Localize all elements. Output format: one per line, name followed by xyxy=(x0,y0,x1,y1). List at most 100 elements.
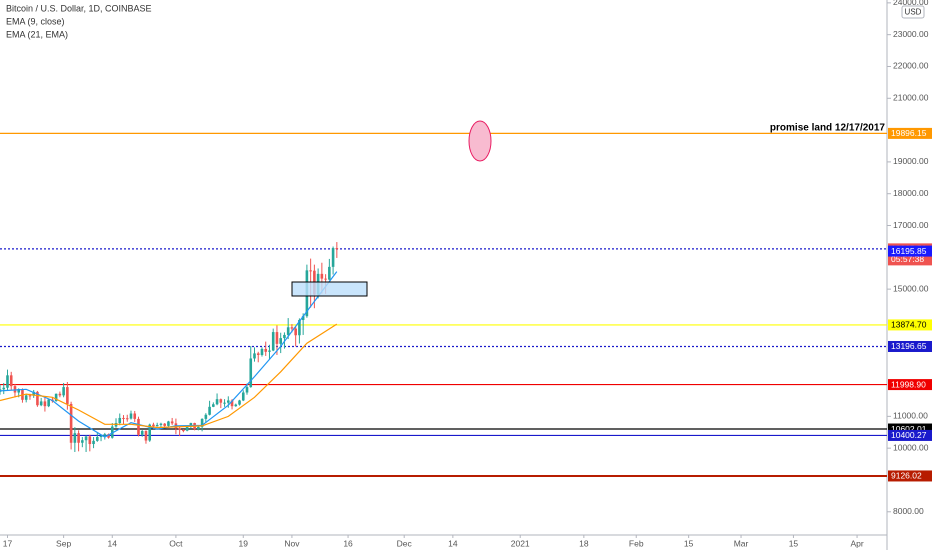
x-tick-label: 15 xyxy=(789,538,799,548)
x-tick-label: Sep xyxy=(56,538,71,548)
candle-body xyxy=(271,332,275,351)
price-label: 13874.70 xyxy=(891,320,927,330)
candle-body xyxy=(290,327,294,329)
candle-body xyxy=(9,375,13,387)
candle-body xyxy=(129,413,133,419)
candle-body xyxy=(137,418,140,435)
legend-entry: EMA (21, EMA) xyxy=(6,29,68,39)
candle-body xyxy=(152,424,155,427)
price-label-bg xyxy=(888,340,932,352)
x-tick-label: 17 xyxy=(3,538,13,548)
candle-body xyxy=(167,421,170,426)
candle-body xyxy=(204,414,208,419)
candle-body xyxy=(245,387,249,393)
price-label: 10602.01 xyxy=(891,424,927,434)
annotation: promise land 12/17/2017 xyxy=(770,123,886,134)
candle-body xyxy=(324,278,327,280)
candle-body xyxy=(200,418,204,427)
candle-body xyxy=(17,389,21,393)
x-tick-label: 14 xyxy=(448,538,458,548)
candle-body xyxy=(118,417,122,424)
x-tick-label: Apr xyxy=(850,538,863,548)
y-tick-label: 22000.00 xyxy=(893,61,929,71)
countdown-bg xyxy=(888,254,932,266)
candle-body xyxy=(99,435,103,438)
y-tick-label: 10000.00 xyxy=(893,442,929,452)
candle-body xyxy=(62,387,65,396)
x-tick-label: 18 xyxy=(579,538,589,548)
candle-body xyxy=(328,266,331,280)
candle-body xyxy=(264,348,268,352)
candle-body xyxy=(178,428,181,431)
chart-title: Bitcoin / U.S. Dollar, 1D, COINBASE xyxy=(6,3,152,13)
candle-body xyxy=(182,430,185,432)
countdown: 05:57:38 xyxy=(891,254,924,264)
candle-body xyxy=(189,423,193,427)
price-label: 9126.02 xyxy=(891,471,922,481)
candle-body xyxy=(122,417,125,419)
candle-body xyxy=(279,338,282,344)
plot-area xyxy=(0,0,887,535)
candle-body xyxy=(24,395,28,400)
x-tick-label: Feb xyxy=(629,538,644,548)
x-tick-label: Mar xyxy=(734,538,749,548)
candle-body xyxy=(309,270,312,272)
candle-body xyxy=(256,353,260,355)
candle-body xyxy=(320,273,324,279)
candle-body xyxy=(2,387,6,390)
candle-body xyxy=(28,395,32,397)
ema-line xyxy=(0,323,338,429)
x-tick-label: 19 xyxy=(239,538,249,548)
y-tick-label: 21000.00 xyxy=(893,93,929,103)
x-tick-label: Dec xyxy=(397,538,413,548)
candle-body xyxy=(96,437,99,441)
candle-body xyxy=(69,403,73,443)
candle-body xyxy=(226,400,230,403)
price-label: 16195.85 xyxy=(891,246,927,256)
candle-body xyxy=(331,248,335,267)
candle-body xyxy=(6,375,9,388)
candle-body xyxy=(241,392,245,401)
candle-body xyxy=(39,401,43,406)
ema-lines xyxy=(0,271,338,438)
y-tick-label: 8000.00 xyxy=(893,506,924,516)
candle-body xyxy=(73,433,77,443)
price-label: 19896.15 xyxy=(891,128,927,138)
candle-body xyxy=(77,433,80,443)
candle-body xyxy=(286,327,290,335)
price-label-bg xyxy=(888,470,932,482)
ellipse-drawing xyxy=(468,120,492,162)
candle-body xyxy=(163,423,166,426)
candle-body xyxy=(215,399,219,405)
candle-body xyxy=(125,418,129,420)
candle-body xyxy=(170,421,174,424)
candle-body xyxy=(268,350,271,352)
x-tick-label: 2021 xyxy=(511,538,530,548)
y-tick-label: 11000.00 xyxy=(893,411,928,421)
candle-body xyxy=(36,391,39,406)
price-label: 13196.65 xyxy=(891,341,927,351)
candle-body xyxy=(84,436,88,441)
candle-body xyxy=(103,434,107,436)
candle-body xyxy=(234,404,238,407)
x-tick-label: Nov xyxy=(284,538,300,548)
x-tick-label: 16 xyxy=(343,538,353,548)
candle-body xyxy=(275,332,279,344)
candle-body xyxy=(92,440,95,445)
x-tick-label: 14 xyxy=(108,538,118,548)
candle-body xyxy=(66,387,69,404)
candle-body xyxy=(155,424,159,427)
candle-body xyxy=(212,404,215,407)
x-tick-label: 15 xyxy=(684,538,694,548)
price-label-bg xyxy=(888,127,932,139)
candle-body xyxy=(54,393,58,402)
candle-body xyxy=(230,400,234,407)
candle-body xyxy=(81,440,84,443)
price-label-bg xyxy=(888,245,932,257)
candle-body xyxy=(144,430,148,441)
axes: 24000.00 23000.00 22000.00 21000.00 19000.00… xyxy=(3,0,932,548)
candle-body xyxy=(208,406,211,415)
price-lines xyxy=(0,132,887,477)
